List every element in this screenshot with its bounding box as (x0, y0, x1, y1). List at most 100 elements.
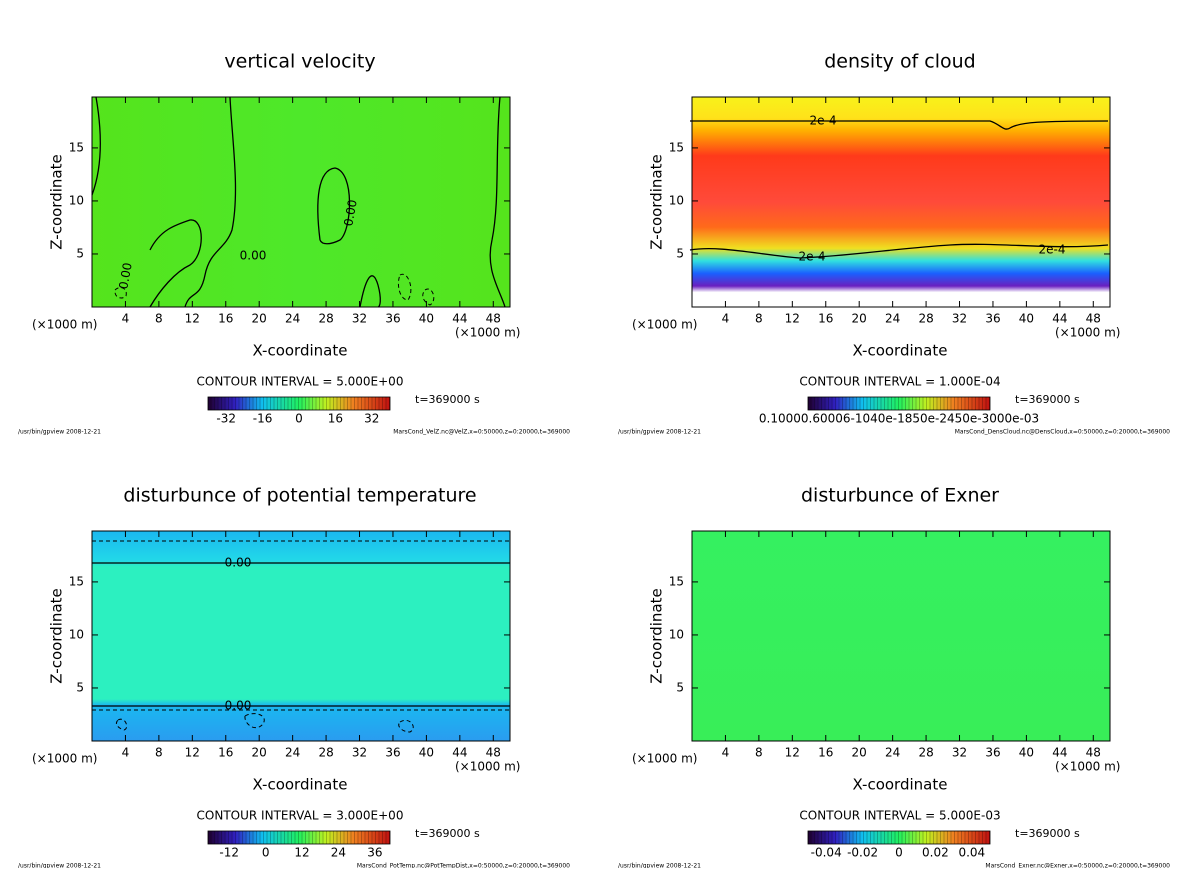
contour-interval: CONTOUR INTERVAL = 5.000E-03 (799, 809, 1000, 823)
x-tick-label: 20 (852, 746, 867, 760)
x-tick-label: 48 (486, 746, 501, 760)
plot-frame (91, 96, 511, 308)
x-axis-label: X-coordinate (253, 342, 348, 360)
contour-line (91, 96, 102, 196)
x-tick-label: 36 (385, 312, 400, 326)
colorbar-tick-label: -12 (219, 846, 239, 860)
colorbar (207, 396, 391, 411)
time-label: t=369000 s (415, 827, 480, 840)
y-tick-label: 5 (76, 680, 84, 694)
x-unit-label: (×1000 m) (32, 318, 97, 332)
x-tick-label: 44 (1052, 312, 1067, 326)
x-tick-label: 16 (218, 746, 233, 760)
colorbar-tick-label: -0.04 (811, 846, 842, 860)
y-tick-label: 5 (676, 680, 684, 694)
colorbar-tick-label: -0.02 (847, 846, 878, 860)
contour-line (317, 167, 351, 245)
contour-interval: CONTOUR INTERVAL = 1.000E-04 (799, 375, 1000, 389)
x-tick-label: 28 (318, 746, 333, 760)
x-tick-label: 44 (452, 746, 467, 760)
contour-label: 0.00 (240, 249, 267, 263)
x-tick-label: 4 (122, 746, 130, 760)
contour-field (692, 531, 1110, 741)
colorbar (207, 830, 391, 845)
x-tick-label: 8 (155, 746, 163, 760)
contour-line (689, 243, 1109, 259)
time-label: t=369000 s (415, 393, 480, 406)
y-tick-label: 5 (676, 246, 684, 260)
y-tick-label: 15 (69, 140, 84, 154)
contour-label: 0.00 (116, 262, 134, 291)
y-tick-label: 5 (76, 246, 84, 260)
y-tick-label: 15 (669, 574, 684, 588)
footer-left: /usr/bin/gpview 2008-12-21 (618, 429, 701, 436)
time-label: t=369000 s (1015, 393, 1080, 406)
x-tick-label: 48 (1086, 746, 1101, 760)
y-axis-label: Z-coordinate (48, 588, 66, 683)
colorbar-tick-label: -32 (216, 412, 236, 426)
x-tick-label: 24 (885, 312, 900, 326)
colorbar-tick-label: 0.02 (922, 846, 949, 860)
x-axis-label: X-coordinate (853, 342, 948, 360)
footer-right: MarsCond_Exner.nc@Exner,x=0:50000,z=0:20… (985, 863, 1170, 869)
x-tick-label: 12 (785, 746, 800, 760)
contour-interval: CONTOUR INTERVAL = 3.000E+00 (197, 809, 404, 823)
contour-line-negative (422, 288, 435, 306)
contour-label: 0.00 (225, 556, 252, 570)
x-tick-label: 28 (918, 312, 933, 326)
panel-title: density of cloud (824, 51, 976, 73)
x-tick-label: 44 (1052, 746, 1067, 760)
colorbar (807, 396, 991, 411)
x-tick-label: 28 (318, 312, 333, 326)
contour-label: 2e-4 (799, 250, 826, 264)
contour-field (92, 97, 510, 307)
contour-label: 2e-4 (810, 114, 837, 128)
x-tick-label: 16 (818, 312, 833, 326)
x-tick-label: 48 (1086, 312, 1101, 326)
colorbar-tick-label: 0.10000.60006-1040e-1850e-2450e-3000e-03 (759, 412, 1039, 426)
plot-frame (91, 530, 511, 742)
x-tick-label: 24 (285, 312, 300, 326)
footer-left: /usr/bin/gpview 2008-12-21 (18, 863, 101, 869)
panel-title: vertical velocity (224, 51, 375, 73)
contour-line-negative (114, 287, 127, 299)
footer-left: /usr/bin/gpview 2008-12-21 (18, 429, 101, 436)
colorbar-tick-label: 32 (364, 412, 379, 426)
contour-line-negative (115, 718, 128, 731)
contour-line (359, 275, 381, 308)
x-tick-label: 40 (1019, 746, 1034, 760)
x-tick-label: 16 (818, 746, 833, 760)
contour-label: 2e-4 (1039, 243, 1066, 257)
x-unit-label: (×1000 m) (632, 752, 697, 766)
contour-line (184, 96, 237, 308)
footer-right: MarsCond_PotTemp.nc@PotTempDist,x=0:5000… (357, 863, 570, 869)
contour-label: 0.00 (225, 699, 252, 713)
x-tick-label: 40 (1019, 312, 1034, 326)
x-tick-label: 28 (918, 746, 933, 760)
x-tick-label: 32 (352, 312, 367, 326)
colorbar-tick-label: 0 (295, 412, 303, 426)
contour-line-negative (398, 719, 414, 733)
x-tick-label: 32 (352, 746, 367, 760)
y-tick-label: 10 (69, 193, 84, 207)
contour-interval: CONTOUR INTERVAL = 5.000E+00 (197, 375, 404, 389)
contour-line (489, 96, 506, 308)
x-tick-label: 40 (419, 746, 434, 760)
x-tick-label: 4 (122, 312, 130, 326)
x-tick-label: 20 (852, 312, 867, 326)
colorbar-tick-label: 0 (895, 846, 903, 860)
x-axis-label: X-coordinate (253, 776, 348, 794)
colorbar-tick-label: 0 (262, 846, 270, 860)
colorbar-tick-label: 24 (331, 846, 346, 860)
x-tick-label: 8 (155, 312, 163, 326)
x-tick-label: 8 (755, 746, 763, 760)
x-tick-label: 48 (486, 312, 501, 326)
x-tick-label: 8 (755, 312, 763, 326)
x-unit-label: (×1000 m) (32, 752, 97, 766)
x-axis-label: X-coordinate (853, 776, 948, 794)
x-tick-label: 40 (419, 312, 434, 326)
contour-label: 0.00 (341, 199, 359, 228)
colorbar-tick-label: -16 (253, 412, 273, 426)
x-unit-label: (×1000 m) (1055, 760, 1120, 774)
